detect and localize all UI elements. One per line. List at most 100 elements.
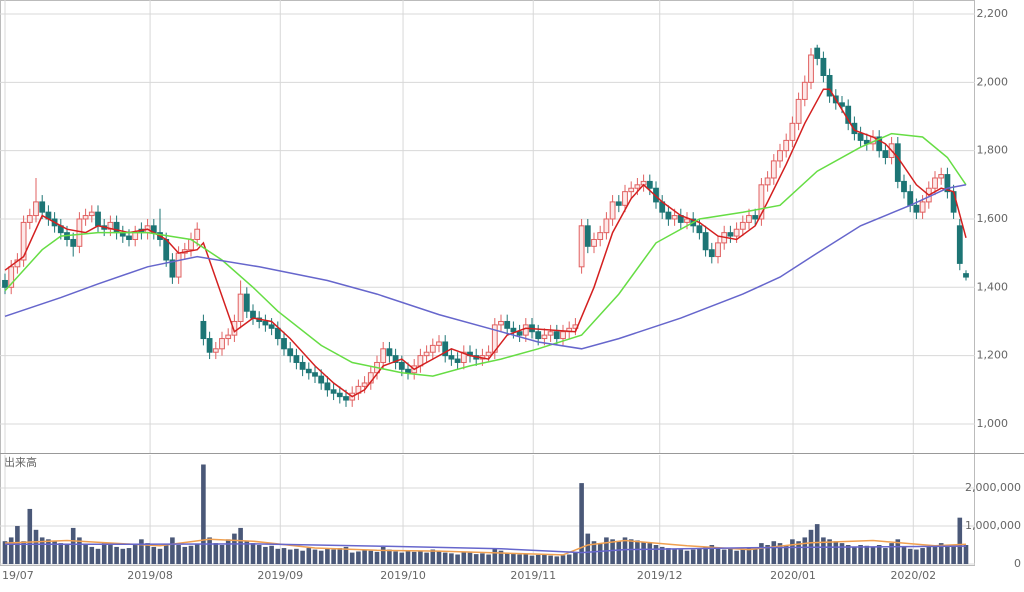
volume-bar	[77, 537, 82, 564]
volume-bar	[52, 541, 57, 564]
candle-body	[560, 331, 566, 340]
candle-body	[516, 331, 523, 336]
candle-body	[336, 392, 343, 398]
candle-body	[330, 389, 337, 394]
y-tick-label: 2,200	[977, 7, 1009, 20]
volume-bar	[653, 545, 659, 564]
candle-body	[597, 232, 604, 240]
candle-body	[696, 225, 703, 234]
volume-bar	[405, 550, 411, 564]
y-tick-label: 1,600	[977, 212, 1009, 225]
candle-body	[287, 348, 294, 357]
candle-body	[454, 358, 461, 363]
candle-body	[783, 139, 790, 152]
candle-body	[132, 232, 139, 240]
candle-body	[553, 331, 560, 340]
candle-body	[243, 293, 250, 312]
y-tick-label: 2,000,000	[965, 481, 1021, 494]
candle-body	[33, 201, 39, 217]
candle-body	[281, 338, 287, 350]
volume-bar	[597, 543, 603, 564]
candle-body	[219, 338, 225, 350]
candle-body	[938, 174, 945, 179]
volume-bar	[492, 548, 498, 564]
candle-body	[504, 320, 511, 329]
volume-bar	[461, 551, 467, 564]
volume-bar	[852, 546, 857, 564]
volume-bar	[157, 548, 163, 564]
y-tick-label: 2,000	[977, 75, 1009, 88]
candle-body	[702, 232, 709, 251]
candle-body	[913, 204, 920, 213]
volume-bar	[163, 545, 169, 564]
volume-bar	[783, 545, 789, 564]
candle-body	[386, 348, 393, 357]
volume-bar	[920, 548, 925, 564]
volume-bar	[616, 541, 622, 564]
volume-bar	[312, 549, 318, 564]
candle-body	[237, 293, 244, 322]
candle-body	[715, 242, 721, 258]
volume-bar	[542, 554, 547, 564]
volume-bar	[957, 517, 963, 564]
candle-body	[584, 225, 591, 247]
x-tick-label: 2019/12	[637, 569, 683, 582]
volume-bar	[201, 464, 206, 564]
candle-body	[442, 341, 449, 357]
volume-bar	[170, 537, 175, 564]
candle-body	[646, 180, 653, 189]
candle-body	[436, 341, 442, 346]
candle-body	[857, 133, 864, 141]
candle-body	[361, 382, 368, 387]
volume-bar	[467, 552, 473, 564]
candle-body	[343, 396, 349, 401]
volume-bar	[678, 549, 684, 564]
volume-bar	[864, 545, 870, 564]
candle-body	[820, 57, 827, 76]
x-tick-label: 2019/11	[510, 569, 556, 582]
candle-body	[789, 122, 796, 141]
volume-bar	[659, 546, 665, 564]
volume-bar	[399, 552, 405, 564]
volume-bar	[715, 548, 721, 564]
volume-bar	[238, 527, 243, 564]
volume-bar	[951, 545, 956, 564]
volume-bar	[796, 541, 801, 564]
candle-body	[305, 368, 312, 374]
volume-bar	[151, 546, 157, 564]
candle-body	[39, 201, 46, 213]
candle-body	[764, 177, 771, 186]
candle-body	[429, 344, 436, 353]
candle-body	[963, 273, 969, 278]
candle-body	[460, 351, 467, 363]
volume-bar	[932, 545, 938, 564]
candle-body	[727, 232, 734, 237]
y-tick-label: 1,200	[977, 349, 1009, 362]
volume-bar	[889, 543, 894, 564]
candle-body	[225, 334, 232, 340]
volume-bar	[585, 533, 591, 564]
volume-bar	[814, 524, 820, 564]
volume-bar	[281, 548, 287, 564]
volume-bar	[318, 550, 324, 564]
candle-body	[126, 235, 132, 240]
candle-body	[634, 184, 641, 189]
candle-body	[826, 75, 833, 97]
volume-bar	[523, 553, 529, 564]
candle-body	[851, 122, 858, 135]
y-tick-label: 1,000,000	[965, 519, 1021, 532]
volume-bar	[845, 545, 851, 564]
volume-bar	[486, 554, 491, 564]
x-tick-label: 2019/08	[127, 569, 173, 582]
volume-bar	[734, 550, 739, 564]
x-tick-label: 2020/02	[890, 569, 936, 582]
volume-bar	[244, 541, 250, 564]
volume-bar	[579, 483, 584, 564]
volume-bar	[473, 554, 479, 564]
candle-body	[20, 221, 27, 261]
volume-bar	[517, 554, 522, 564]
volume-bar	[21, 541, 26, 564]
volume-bar	[858, 545, 863, 564]
candle-body	[423, 351, 430, 357]
candle-body	[82, 215, 89, 220]
